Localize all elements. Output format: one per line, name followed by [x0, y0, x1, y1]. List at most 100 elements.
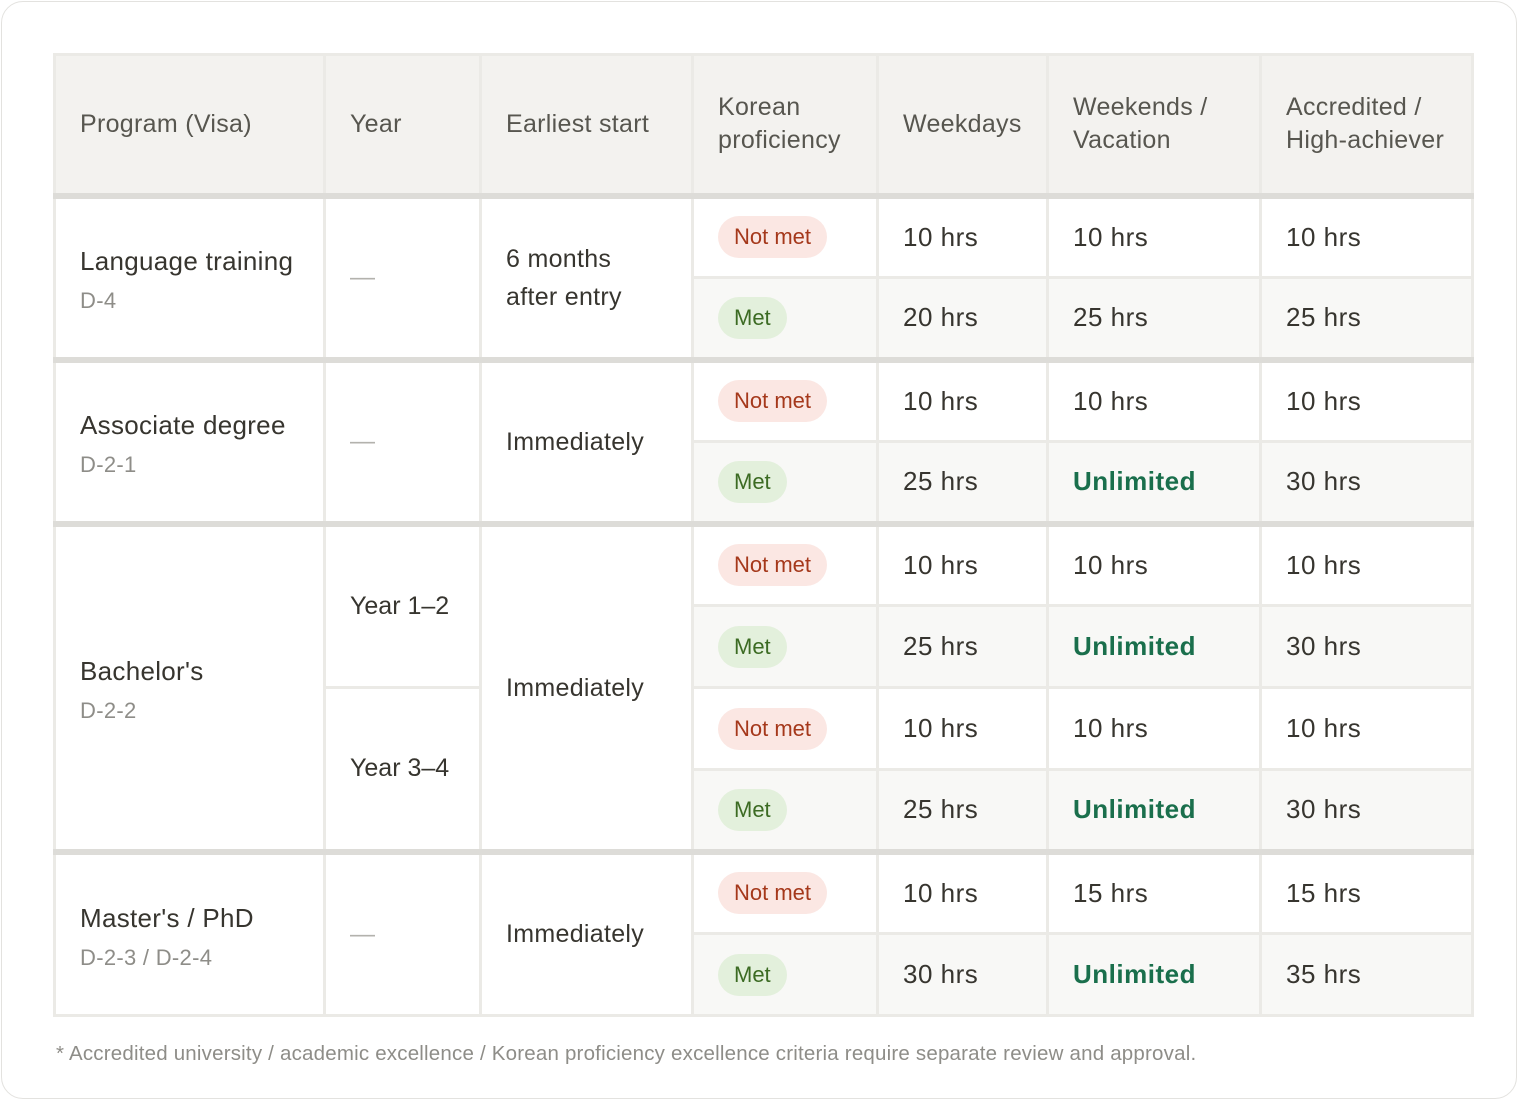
proficiency-cell: Met [691, 932, 879, 1017]
accredited-value: 10 hrs [1286, 221, 1362, 252]
proficiency-not-met-badge: Not met [718, 544, 828, 587]
weekends-cell: Unlimited [1046, 932, 1262, 1017]
accredited-cell: 30 hrs [1259, 768, 1474, 853]
proficiency-not-met-badge: Not met [718, 216, 828, 259]
proficiency-cell: Not met [691, 848, 879, 935]
accredited-cell: 35 hrs [1259, 932, 1474, 1017]
weekends-cell: 25 hrs [1046, 276, 1262, 361]
weekends-value: 10 hrs [1073, 549, 1149, 580]
accredited-value: 25 hrs [1286, 302, 1362, 333]
weekdays-value: 20 hrs [903, 302, 979, 333]
weekends-value: Unlimited [1073, 959, 1196, 989]
program-name: Associate degree [80, 410, 286, 440]
weekdays-cell: 30 hrs [876, 932, 1049, 1017]
weekends-value: 10 hrs [1073, 221, 1149, 252]
weekdays-value: 30 hrs [903, 959, 979, 989]
accredited-cell: 25 hrs [1259, 276, 1474, 361]
visa-code: D-2-3 / D-2-4 [80, 944, 213, 970]
program-cell: Associate degree D-2-1 [53, 356, 326, 525]
table-row: Bachelor's D-2-2 Year 1–2 Immediately Not me… [53, 520, 1474, 853]
program-name: Bachelor's [80, 656, 204, 686]
footnote: * Accredited university / academic excel… [56, 1042, 1197, 1065]
earliest-start-cell: 6 months after entry [479, 192, 694, 361]
weekends-cell: 10 hrs [1046, 686, 1262, 771]
table-row: Year 3–4 Not met 10 hrs 10 hrs 10 hrs [55, 686, 1474, 853]
year-cell: — [323, 192, 482, 361]
proficiency-met-badge: Met [718, 953, 787, 996]
accredited-value: 30 hrs [1286, 794, 1362, 825]
weekdays-value: 10 hrs [903, 549, 979, 580]
header-weekdays: Weekdays [876, 53, 1049, 197]
year-label: — [350, 263, 375, 291]
visa-code: D-2-2 [80, 698, 137, 723]
header-year: Year [323, 53, 482, 197]
table-row: Met 25 hrs Unlimited 30 hrs [55, 768, 1474, 853]
earliest-start-cell: Immediately [479, 848, 694, 1017]
year-cell: Year 3–4 [323, 686, 482, 853]
proficiency-cell: Met [691, 276, 879, 361]
accredited-value: 10 hrs [1286, 385, 1362, 416]
weekends-cell: Unlimited [1046, 604, 1262, 689]
header-weekends-vacation: Weekends / Vacation [1046, 53, 1262, 197]
weekdays-cell: 20 hrs [876, 276, 1049, 361]
proficiency-cell: Met [691, 440, 879, 525]
accredited-cell: 10 hrs [1259, 356, 1474, 443]
year-label: — [350, 919, 375, 948]
weekdays-value: 10 hrs [903, 877, 979, 908]
header-program: Program (Visa) [53, 53, 326, 197]
accredited-cell: 30 hrs [1259, 440, 1474, 525]
weekends-cell: 15 hrs [1046, 848, 1262, 935]
accredited-cell: 10 hrs [1259, 520, 1474, 607]
proficiency-met-badge: Met [718, 625, 787, 668]
weekends-cell: Unlimited [1046, 440, 1262, 525]
weekdays-cell: 25 hrs [876, 440, 1049, 525]
table-row: Language training D-4 — 6 months after entr… [53, 192, 1474, 361]
proficiency-cell: Not met [691, 686, 879, 771]
accredited-value: 30 hrs [1286, 466, 1362, 497]
table-row: Met 20 hrs 25 hrs 25 hrs [55, 276, 1474, 361]
weekdays-value: 10 hrs [903, 713, 979, 743]
header-accredited: Accredited / High-achiever [1259, 53, 1474, 197]
proficiency-cell: Met [691, 604, 879, 689]
program-cell: Language training D-4 [53, 192, 326, 361]
accredited-cell: 10 hrs [1259, 686, 1474, 771]
weekends-value: 10 hrs [1073, 713, 1149, 743]
accredited-value: 35 hrs [1286, 959, 1362, 989]
weekends-value: 15 hrs [1073, 877, 1149, 908]
proficiency-not-met-badge: Not met [718, 872, 828, 915]
proficiency-not-met-badge: Not met [718, 707, 828, 750]
weekends-cell: 10 hrs [1046, 192, 1262, 279]
program-name: Master's / PhD [80, 902, 254, 933]
weekends-value: 25 hrs [1073, 302, 1149, 333]
weekdays-value: 25 hrs [903, 631, 979, 661]
accredited-value: 30 hrs [1286, 631, 1362, 661]
weekends-cell: 10 hrs [1046, 356, 1262, 443]
weekdays-value: 10 hrs [903, 221, 979, 252]
program-cell: Master's / PhD D-2-3 / D-2-4 [53, 848, 326, 1017]
earliest-start-cell: Immediately [479, 520, 694, 853]
year-cell: — [323, 848, 482, 1017]
program-cell: Bachelor's D-2-2 [53, 520, 326, 853]
earliest-start-cell: Immediately [479, 356, 694, 525]
table-row: Met 25 hrs Unlimited 30 hrs [55, 604, 1474, 689]
weekends-value: 10 hrs [1073, 385, 1149, 416]
table-body: Language training D-4 — 6 months after entr… [53, 192, 1474, 1017]
proficiency-cell: Not met [691, 356, 879, 443]
proficiency-cell: Not met [691, 192, 879, 279]
weekends-value: Unlimited [1073, 794, 1196, 825]
year-label: — [350, 427, 375, 455]
weekdays-cell: 25 hrs [876, 604, 1049, 689]
weekdays-value: 25 hrs [903, 794, 979, 825]
weekdays-cell: 10 hrs [876, 686, 1049, 771]
table-row: Master's / PhD D-2-3 / D-2-4 — Immediately N… [53, 848, 1474, 1017]
table-row: Met 25 hrs Unlimited 30 hrs [55, 440, 1474, 525]
weekdays-cell: 10 hrs [876, 520, 1049, 607]
program-name: Language training [80, 246, 294, 276]
header-korean-proficiency: Korean proficiency [691, 53, 879, 197]
accredited-value: 10 hrs [1286, 713, 1362, 743]
table-row: Associate degree D-2-1 — Immediately Not met… [53, 356, 1474, 525]
accredited-cell: 10 hrs [1259, 192, 1474, 279]
weekdays-value: 10 hrs [903, 385, 979, 416]
weekdays-value: 25 hrs [903, 466, 979, 497]
